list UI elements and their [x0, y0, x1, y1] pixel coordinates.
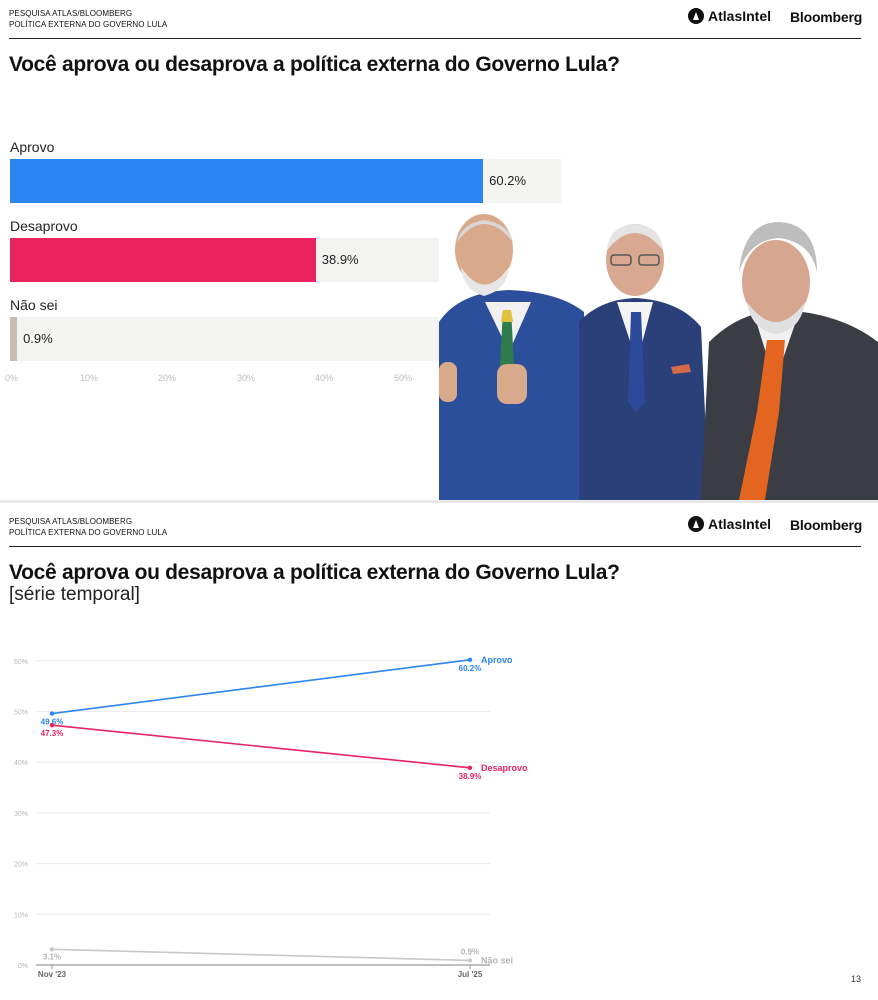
- bar-category-label: Não sei: [10, 297, 58, 313]
- x-tick-label: 20%: [158, 373, 177, 383]
- page-title: Você aprova ou desaprova a política exte…: [9, 561, 620, 584]
- bar: [10, 317, 18, 361]
- page-subtitle: [série temporal]: [9, 584, 140, 605]
- data-label: 49.6%: [41, 718, 64, 727]
- atlasintel-wordmark: AtlasIntel: [708, 516, 772, 532]
- y-tick-label: 50%: [14, 710, 28, 717]
- series-name-label: Não sei: [481, 955, 513, 965]
- header-rule: [9, 546, 861, 547]
- data-label: 47.3%: [41, 729, 64, 738]
- bar: [10, 159, 484, 203]
- x-tick-label: Nov '23: [38, 970, 67, 979]
- data-point: [467, 958, 473, 963]
- data-point: [49, 711, 55, 716]
- series-line: [51, 658, 471, 715]
- atlasintel-mark-icon: [688, 516, 704, 532]
- header-rule: [9, 38, 861, 39]
- bar-value-label: 38.9%: [321, 252, 359, 267]
- bloomberg-logo: Bloomberg: [790, 9, 863, 25]
- data-point: [467, 657, 473, 662]
- atlasintel-logo: AtlasIntel: [688, 516, 771, 532]
- series-name-label: Desaprovo: [481, 763, 528, 773]
- data-point: [467, 765, 473, 770]
- data-point: [49, 947, 55, 952]
- slide-bar-chart: PESQUISA ATLAS/BLOOMBERG POLÍTICA EXTERN…: [0, 0, 878, 500]
- data-label: 60.2%: [459, 664, 482, 673]
- kicker-line-2: POLÍTICA EXTERNA DO GOVERNO LULA: [9, 20, 168, 29]
- slide-divider: [0, 500, 878, 503]
- data-label: 3.1%: [43, 952, 61, 961]
- x-tick-label: 10%: [80, 373, 99, 383]
- data-point: [49, 722, 55, 728]
- bar-track: 60.2%: [10, 159, 561, 203]
- y-tick-label: 0%: [18, 963, 28, 970]
- politicians-photo: [439, 212, 878, 500]
- kicker-line-2: POLÍTICA EXTERNA DO GOVERNO LULA: [9, 528, 168, 537]
- bloomberg-logo: Bloomberg: [790, 517, 863, 533]
- bar-category-label: Desaprovo: [10, 218, 78, 234]
- bar: [10, 238, 316, 282]
- bar-value-label: 60.2%: [489, 173, 527, 188]
- data-label: 38.9%: [459, 772, 482, 781]
- slide-line-chart: PESQUISA ATLAS/BLOOMBERG POLÍTICA EXTERN…: [0, 503, 878, 1000]
- x-tick-label: 50%: [394, 373, 413, 383]
- data-label: 0.9%: [461, 947, 479, 956]
- x-tick-label: 0%: [5, 373, 19, 383]
- page-title: Você aprova ou desaprova a política exte…: [9, 53, 620, 76]
- x-tick-label: 30%: [237, 373, 256, 383]
- series-line: [51, 724, 471, 769]
- header-kicker: PESQUISA ATLAS/BLOOMBERG POLÍTICA EXTERN…: [9, 516, 167, 538]
- y-tick-label: 20%: [14, 862, 28, 869]
- y-tick-label: 30%: [14, 811, 28, 818]
- line-chart: 0% 10% 20% 30% 40% 50% 60% Nov '23 Jul '25 49.6% 6…: [14, 655, 528, 979]
- series-line: [51, 948, 471, 962]
- kicker-line-1: PESQUISA ATLAS/BLOOMBERG: [9, 517, 133, 526]
- header-kicker: PESQUISA ATLAS/BLOOMBERG POLÍTICA EXTERN…: [9, 8, 167, 30]
- atlasintel-mark-icon: [688, 8, 704, 24]
- bar-category-label: Aprovo: [10, 139, 55, 155]
- x-tick-label: 40%: [315, 373, 334, 383]
- y-tick-label: 10%: [14, 912, 28, 919]
- atlasintel-wordmark: AtlasIntel: [708, 8, 772, 24]
- series-name-label: Aprovo: [481, 655, 513, 665]
- kicker-line-1: PESQUISA ATLAS/BLOOMBERG: [9, 9, 133, 18]
- bar-value-label: 0.9%: [23, 331, 53, 346]
- page-number: 13: [850, 974, 861, 984]
- atlasintel-logo: AtlasIntel: [688, 8, 771, 24]
- y-tick-label: 40%: [14, 760, 28, 767]
- y-tick-label: 60%: [14, 659, 28, 666]
- x-tick-label: Jul '25: [458, 970, 483, 979]
